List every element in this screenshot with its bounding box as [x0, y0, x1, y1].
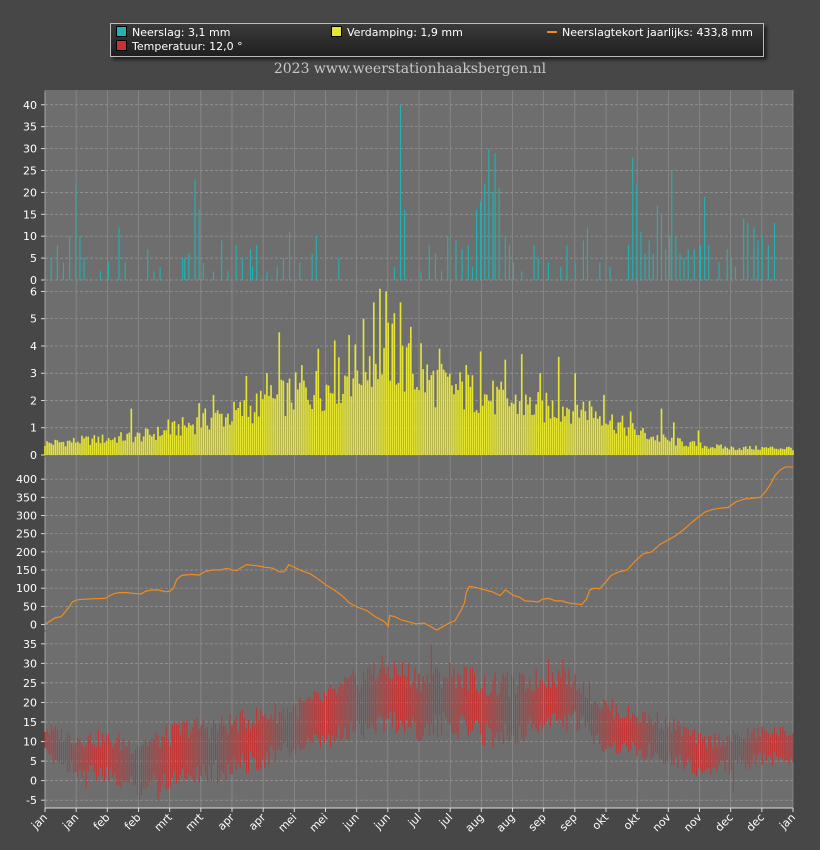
x-tick-label: jan: [60, 811, 82, 833]
x-tick-label: apr: [246, 811, 268, 833]
x-tick-label: jun: [340, 811, 362, 833]
temperatuur-swatch-icon: [116, 40, 127, 51]
x-tick-label: okt: [621, 810, 643, 832]
x-tick-label: mrt: [152, 810, 176, 834]
panel1-ytick-label: 3: [30, 367, 37, 380]
x-tick-label: nov: [650, 811, 674, 835]
panel2-ytick-label: 0: [30, 619, 37, 632]
panel3-ytick-label: 10: [23, 736, 37, 749]
legend: Neerslag: 3,1 mm Verdamping: 1,9 mm Neer…: [110, 23, 764, 57]
neerslag-swatch-icon: [116, 26, 127, 37]
x-tick-label: sep: [526, 811, 549, 834]
legend-tekort: Neerslagtekort jaarlijks: 433,8 mm: [547, 26, 753, 39]
panel1-ytick-label: 5: [30, 313, 37, 326]
x-tick-label: nov: [681, 811, 705, 835]
x-tick-label: mrt: [183, 810, 207, 834]
panel2-ytick-label: 200: [16, 546, 37, 559]
legend-tekort-label: Neerslagtekort jaarlijks: 433,8 mm: [562, 26, 753, 39]
panel0-ytick-label: 5: [30, 252, 37, 265]
x-tick-label: jul: [436, 811, 455, 830]
panel0-ytick-label: 40: [23, 99, 37, 112]
panel2-ytick-label: 150: [16, 564, 37, 577]
x-tick-label: jul: [405, 811, 424, 830]
x-tick-label: jun: [371, 811, 393, 833]
legend-neerslag-label: Neerslag: 3,1 mm: [132, 26, 231, 39]
legend-verdamping-label: Verdamping: 1,9 mm: [347, 26, 463, 39]
panel3-ytick-label: 25: [23, 677, 37, 690]
panel3-ytick-label: -5: [26, 794, 37, 807]
x-tick-label: feb: [91, 811, 113, 833]
tekort-line-icon: [547, 31, 557, 33]
x-tick-label: aug: [463, 811, 487, 835]
panel1-ytick-label: 2: [30, 394, 37, 407]
panel3-ytick-label: 20: [23, 696, 37, 709]
panel3-ytick-label: 5: [30, 755, 37, 768]
panel0-ytick-label: 25: [23, 164, 37, 177]
panel0-ytick-label: 0: [30, 274, 37, 287]
panel2-ytick-label: 400: [16, 473, 37, 486]
x-tick-label: sep: [557, 811, 580, 834]
panel3-ytick-label: 15: [23, 716, 37, 729]
x-tick-label: jan: [776, 811, 798, 833]
x-tick-label: mei: [307, 811, 331, 835]
neerslagtekort-line: [44, 466, 794, 631]
panel1-ytick-label: 1: [30, 422, 37, 435]
legend-verdamping: Verdamping: 1,9 mm: [331, 26, 463, 39]
verdamping-swatch-icon: [331, 26, 342, 37]
x-tick-label: dec: [744, 811, 767, 834]
panel0-ytick-label: 30: [23, 143, 37, 156]
x-tick-label: okt: [590, 810, 612, 832]
panel1-ytick-label: 0: [30, 449, 37, 462]
x-tick-label: mei: [276, 811, 300, 835]
legend-neerslag: Neerslag: 3,1 mm: [116, 26, 230, 39]
panel3-ytick-label: 30: [23, 657, 37, 670]
panel3-ytick-label: 35: [23, 638, 37, 651]
x-tick-label: aug: [494, 811, 518, 835]
panel1-ytick-label: 4: [30, 340, 37, 353]
panel0-ytick-label: 15: [23, 208, 37, 221]
panel2-ytick-label: 50: [23, 600, 37, 613]
panel0-ytick-label: 35: [23, 121, 37, 134]
x-tick-label: apr: [215, 811, 237, 833]
panel2-ytick-label: 350: [16, 491, 37, 504]
panel2-ytick-label: 100: [16, 582, 37, 595]
legend-temperatuur: Temperatuur: 12,0 °: [116, 40, 243, 53]
panel2-ytick-label: 250: [16, 528, 37, 541]
legend-temperatuur-label: Temperatuur: 12,0 °: [132, 40, 243, 53]
chart-title: 2023 www.weerstationhaaksbergen.nl: [273, 61, 547, 77]
panel0-ytick-label: 20: [23, 186, 37, 199]
panel0-ytick-label: 10: [23, 230, 37, 243]
panel3-ytick-label: 0: [30, 775, 37, 788]
x-tick-label: jan: [28, 811, 50, 833]
x-tick-label: dec: [713, 811, 736, 834]
x-tick-label: feb: [122, 811, 144, 833]
panel1-ytick-label: 6: [30, 285, 37, 298]
panel2-ytick-label: 300: [16, 510, 37, 523]
